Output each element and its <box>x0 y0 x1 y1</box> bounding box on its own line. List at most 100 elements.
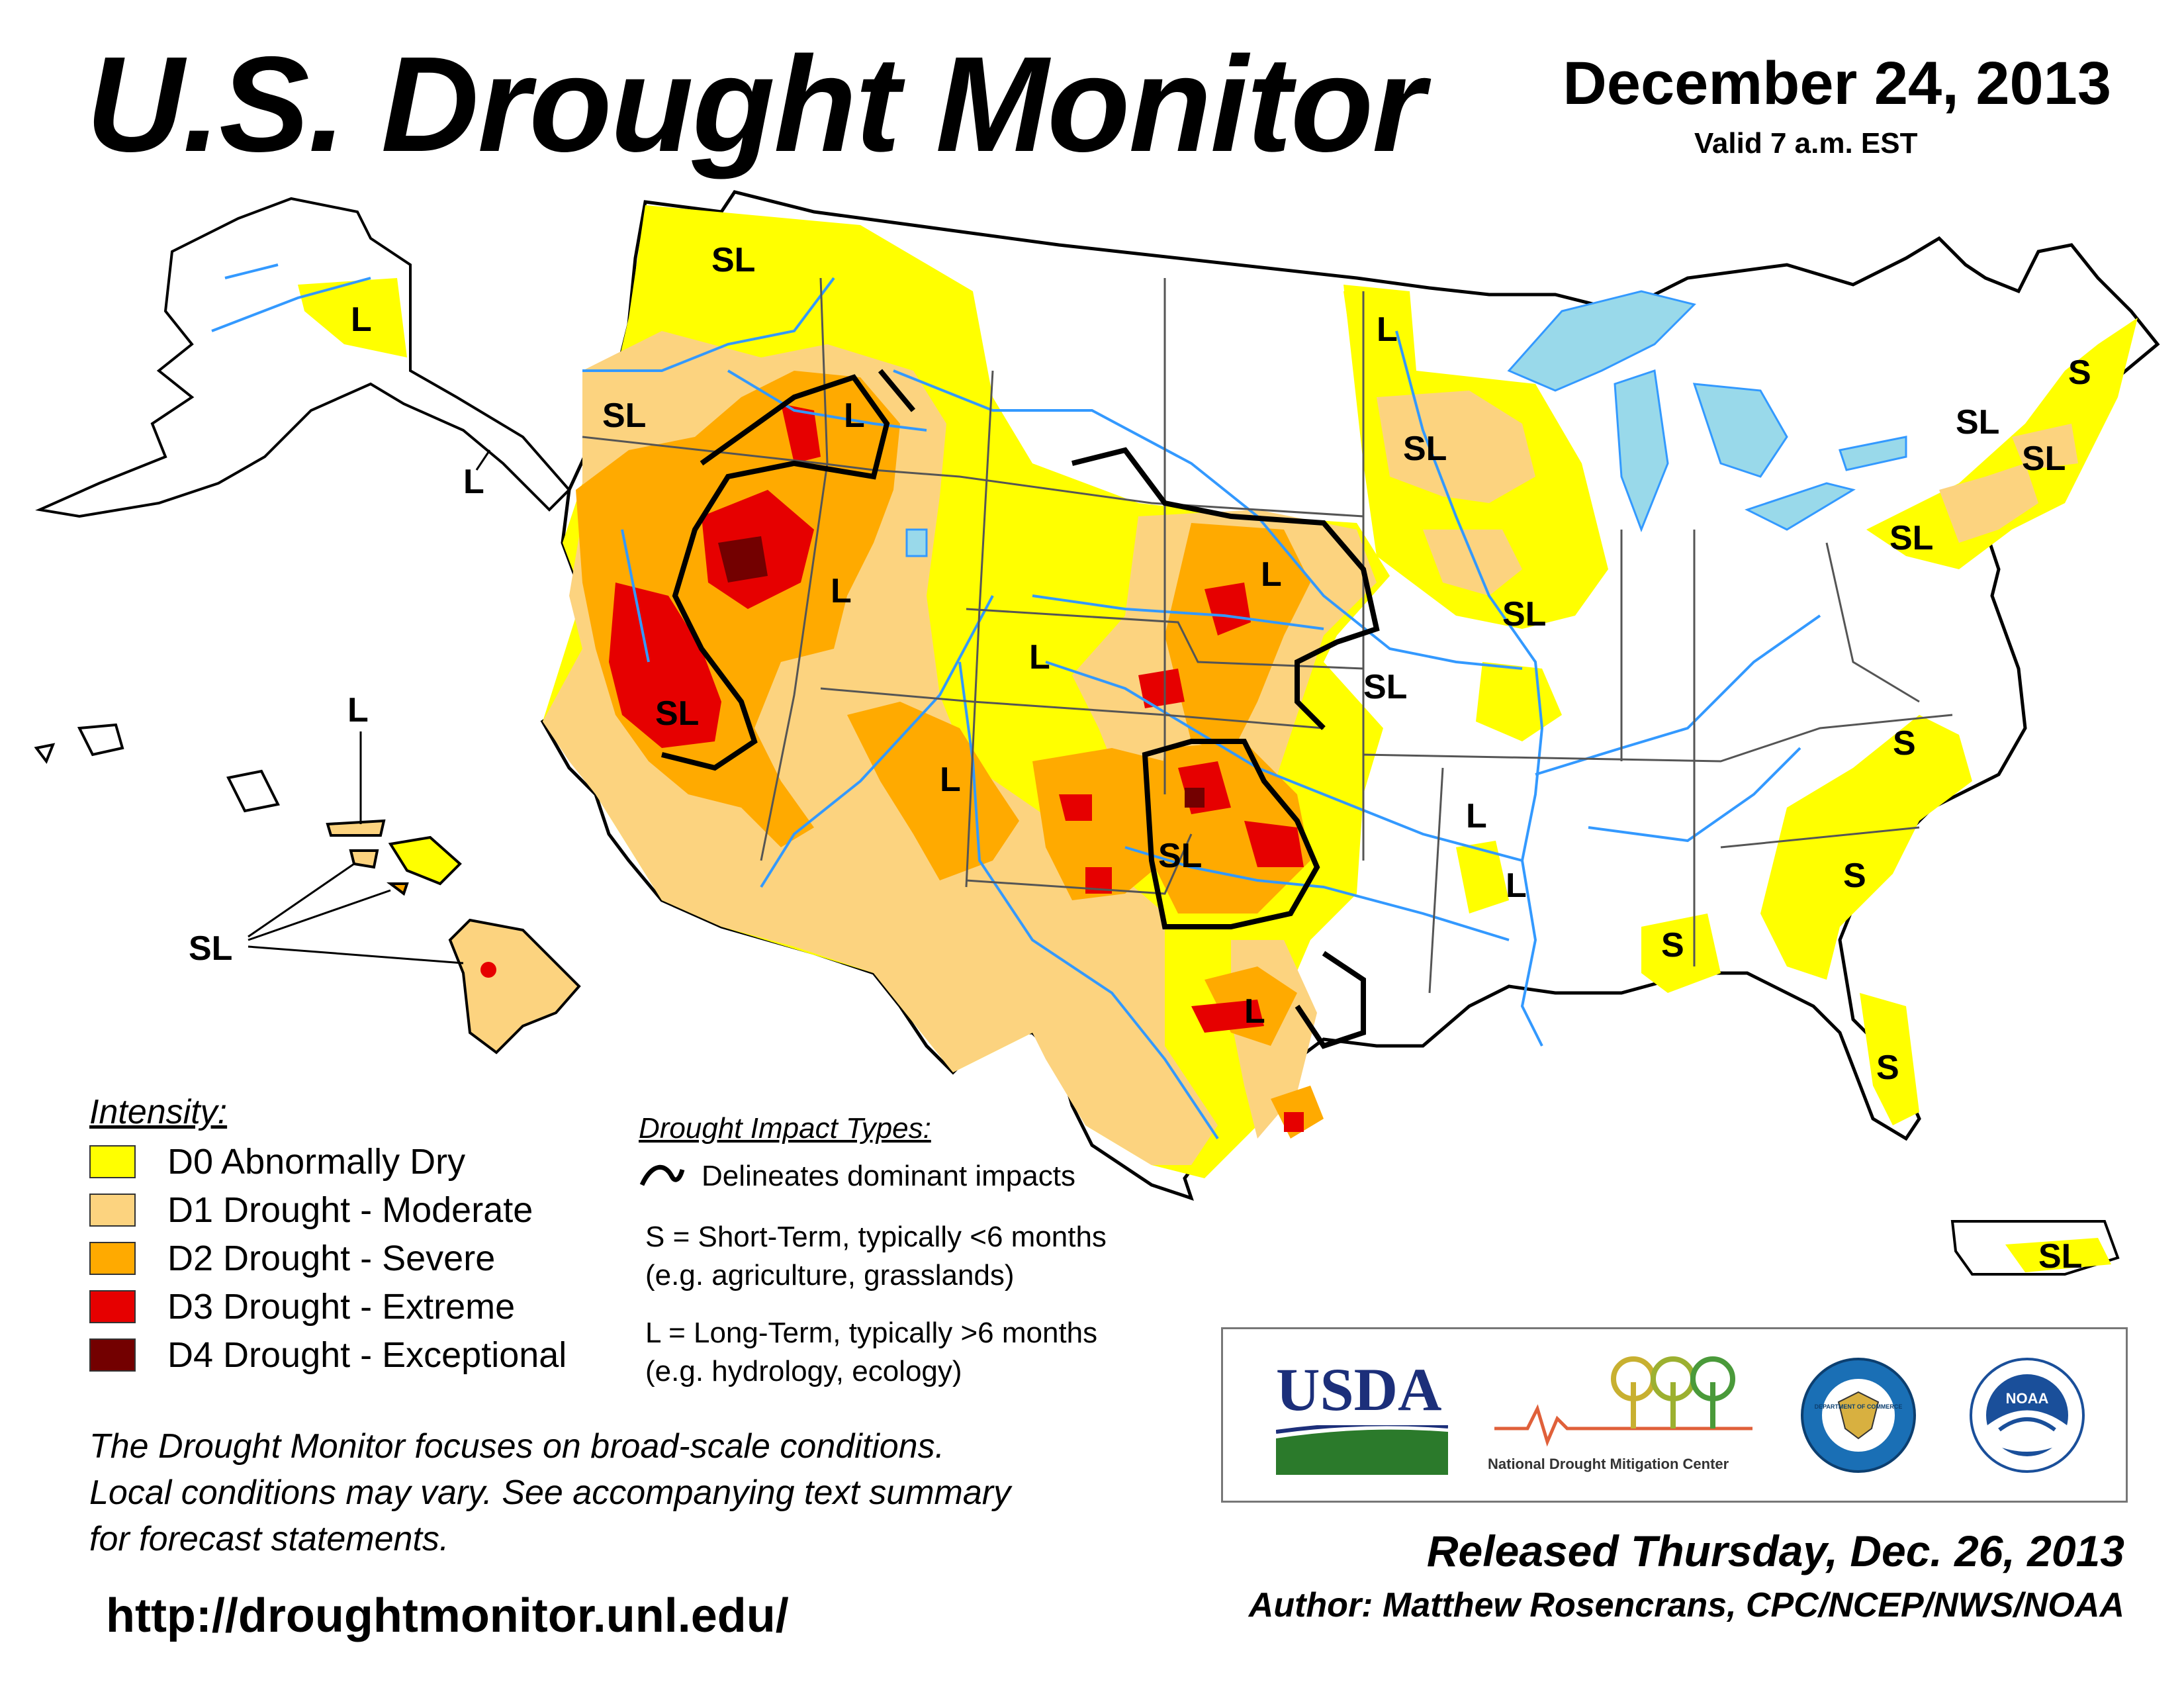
author-credit: Author: Matthew Rosencrans, CPC/NCEP/NWS… <box>1248 1586 2124 1624</box>
alaska-region: L L <box>35 197 571 518</box>
disclaimer-line: for forecast statements. <box>89 1520 449 1558</box>
state-line <box>1825 542 1920 703</box>
d3-ks <box>1205 583 1251 635</box>
legend-heading: Intensity: <box>89 1093 228 1131</box>
legend-item-d2: D2 Drought - Severe <box>89 1239 495 1278</box>
website-url[interactable]: http://droughtmonitor.unl.edu/ <box>106 1589 789 1642</box>
leader-line <box>248 863 355 938</box>
d3-california <box>609 583 721 748</box>
lake-ontario <box>1839 436 1907 471</box>
long-term-def: L = Long-Term, typically >6 months <box>645 1317 1098 1349</box>
alaska-river <box>211 277 371 332</box>
map-label: SL <box>602 397 646 435</box>
impact-line-tx <box>1295 951 1366 1049</box>
d3-ks2 <box>1138 669 1185 708</box>
state-line <box>1363 714 1953 763</box>
d2-ne-ks <box>1165 523 1310 755</box>
d1-ne-states <box>1939 463 2038 543</box>
d0-ar <box>1456 841 1509 914</box>
mississippi-river <box>1395 330 1544 1047</box>
map-label: L <box>844 397 865 435</box>
impact-line-icon <box>639 1164 685 1186</box>
usda-logo-mark <box>1276 1425 1448 1475</box>
puerto-rico-region: SL <box>1950 1220 2120 1276</box>
great-lakes <box>905 290 1907 557</box>
impact-boundaries <box>661 369 1380 1049</box>
legend-item-d0: D0 Abnormally Dry <box>89 1142 465 1182</box>
alaska-outline <box>35 197 571 518</box>
alaska-d0-area <box>298 278 407 357</box>
d3-nm <box>1059 794 1092 821</box>
map-label: L <box>1466 797 1487 835</box>
d4-oregon <box>718 536 768 583</box>
hawaii-lanai <box>349 849 379 869</box>
hawaii-molokai <box>326 819 386 837</box>
d4-ok <box>1185 788 1205 808</box>
legend-item-d1: D1 Drought - Moderate <box>89 1190 533 1230</box>
snake-river <box>727 369 927 432</box>
d0-ms <box>1641 914 1721 993</box>
map-label: SL <box>2022 440 2066 478</box>
lake-michigan <box>1614 369 1669 533</box>
lake-erie <box>1745 482 1856 531</box>
leader-line <box>248 889 391 941</box>
legend-label: D2 Drought - Severe <box>167 1239 496 1278</box>
impact-heading: Drought Impact Types: <box>639 1112 931 1145</box>
disclaimer-line: The Drought Monitor focuses on broad-sca… <box>89 1427 945 1466</box>
d4-areas <box>718 536 1205 808</box>
map-label: L <box>940 761 961 799</box>
hawaii-big-island <box>448 918 581 1055</box>
legend-swatch <box>89 1338 136 1372</box>
map-date: December 24, 2013 <box>1563 50 2111 117</box>
usda-logo: USDA <box>1276 1359 1448 1475</box>
state-line <box>760 277 829 861</box>
impact-line-west <box>661 374 890 771</box>
map-label: SL <box>1889 519 1933 557</box>
state-line <box>820 687 1324 729</box>
d3-idaho <box>781 404 821 463</box>
map-label: SL <box>2038 1237 2082 1276</box>
state-line <box>1720 826 1920 849</box>
legend-label: D3 Drought - Extreme <box>167 1287 516 1327</box>
puerto-rico-d0 <box>2005 1238 2111 1272</box>
hawaii-region: L SL <box>34 691 581 1055</box>
d3-tx <box>1191 1000 1264 1033</box>
d2-southwest <box>847 702 1019 880</box>
map-label: SL <box>655 694 699 733</box>
disclaimer-line: Local conditions may vary. See accompany… <box>89 1474 1011 1512</box>
release-date: Released Thursday, Dec. 26, 2013 <box>1426 1526 2124 1575</box>
map-label: L <box>463 463 484 501</box>
conus-region: SL SL L L SL L L L SL L SL SL SL L L L S… <box>540 190 2160 1201</box>
map-label: L <box>347 691 369 729</box>
legend-label: D1 Drought - Moderate <box>167 1190 533 1230</box>
map-label: SL <box>1158 837 1202 875</box>
state-line <box>966 608 1364 670</box>
great-salt-lake <box>905 528 928 557</box>
red-river <box>1124 846 1510 941</box>
map-label: L <box>1506 867 1527 905</box>
page-title: U.S. Drought Monitor <box>86 28 1425 180</box>
legend-swatch <box>89 1290 136 1323</box>
leader-line <box>248 945 464 964</box>
hawaii-d3-spot <box>480 962 496 978</box>
map-label: SL <box>1502 595 1546 633</box>
map-label: S <box>1843 857 1866 895</box>
ohio-river <box>1535 614 1821 776</box>
hawaii-maui <box>388 835 462 886</box>
tennessee-river <box>1588 747 1801 843</box>
commerce-seal: DEPARTMENT OF COMMERCE <box>1799 1356 1918 1475</box>
map-label: SL <box>1363 668 1407 706</box>
map-label: L <box>351 301 372 339</box>
usda-logo-text: USDA <box>1276 1356 1442 1423</box>
impact-delineates-row: Delineates dominant impacts <box>639 1160 1075 1193</box>
legend-item-d3: D3 Drought - Extreme <box>89 1287 515 1327</box>
d1-ia-il <box>1423 530 1522 596</box>
state-line <box>966 833 1193 895</box>
d0-northeast <box>1866 318 2138 569</box>
legend-swatch <box>89 1194 136 1227</box>
sacramento-river <box>621 529 650 663</box>
impact-line-ok <box>1142 739 1320 929</box>
noaa-logo-mark <box>1970 1358 2085 1473</box>
hawaii-niihau <box>34 743 56 765</box>
